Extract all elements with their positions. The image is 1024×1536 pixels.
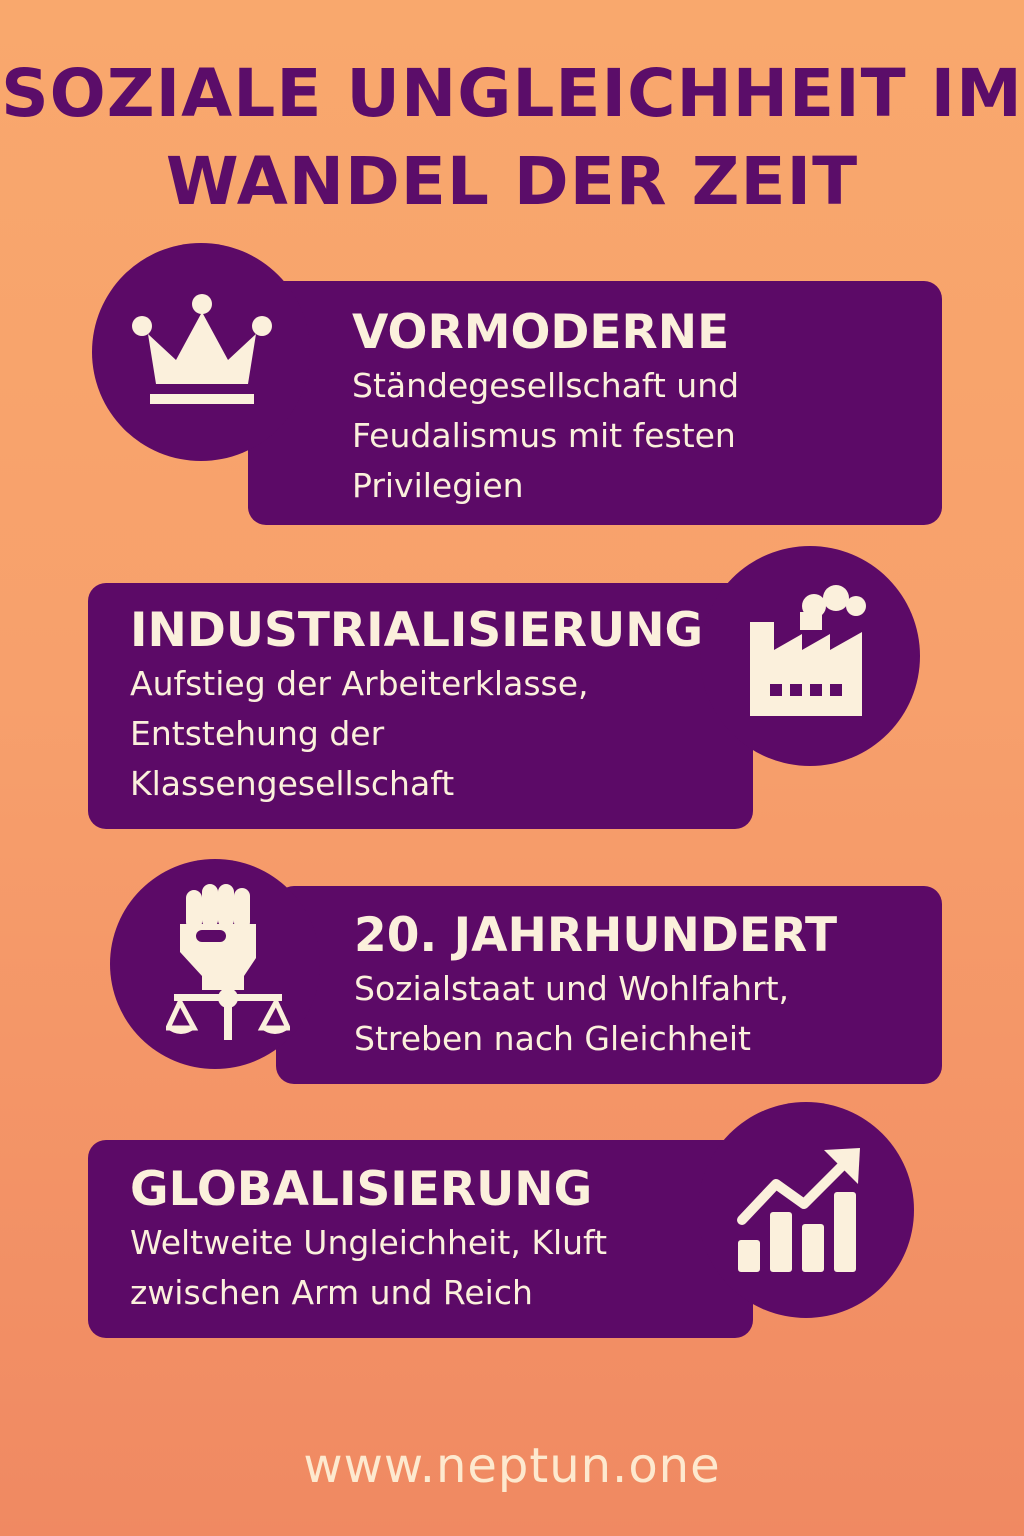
growth-chart-icon	[737, 1148, 860, 1272]
footer-url: www.neptun.one	[303, 1438, 721, 1494]
crown-icon	[132, 294, 272, 404]
section-description: Ständegesellschaft und Feudalismus mit f…	[352, 366, 740, 505]
title-line-2: WANDEL DER ZEIT	[165, 143, 859, 220]
section-card-20-jahrhundert: 20. JAHRHUNDERT Sozialstaat und Wohlfahr…	[276, 886, 942, 1084]
section-card-globalisierung: GLOBALISIERUNG Weltweite Ungleichheit, K…	[88, 1140, 753, 1338]
icon-circle	[698, 1102, 914, 1318]
section-heading: GLOBALISIERUNG	[130, 1162, 593, 1217]
section-heading: 20. JAHRHUNDERT	[354, 908, 838, 963]
factory-icon	[750, 585, 866, 716]
section-description: Sozialstaat und Wohlfahrt, Streben nach …	[354, 969, 790, 1058]
page-title: SOZIALE UNGLEICHHEIT IM WANDEL DER ZEIT	[0, 50, 1024, 226]
section-description: Weltweite Ungleichheit, Kluft zwischen A…	[130, 1223, 608, 1312]
title-line-1: SOZIALE UNGLEICHHEIT IM	[1, 55, 1023, 132]
section-description: Aufstieg der Arbeiterklasse, Entstehung …	[130, 664, 589, 803]
section-card-vormoderne: VORMODERNE Ständegesellschaft und Feudal…	[248, 281, 942, 525]
section-heading: VORMODERNE	[352, 305, 730, 360]
fist-scales-icon	[166, 884, 290, 1040]
section-card-industrialisierung: INDUSTRIALISIERUNG Aufstieg der Arbeiter…	[88, 583, 753, 829]
section-heading: INDUSTRIALISIERUNG	[130, 603, 704, 658]
